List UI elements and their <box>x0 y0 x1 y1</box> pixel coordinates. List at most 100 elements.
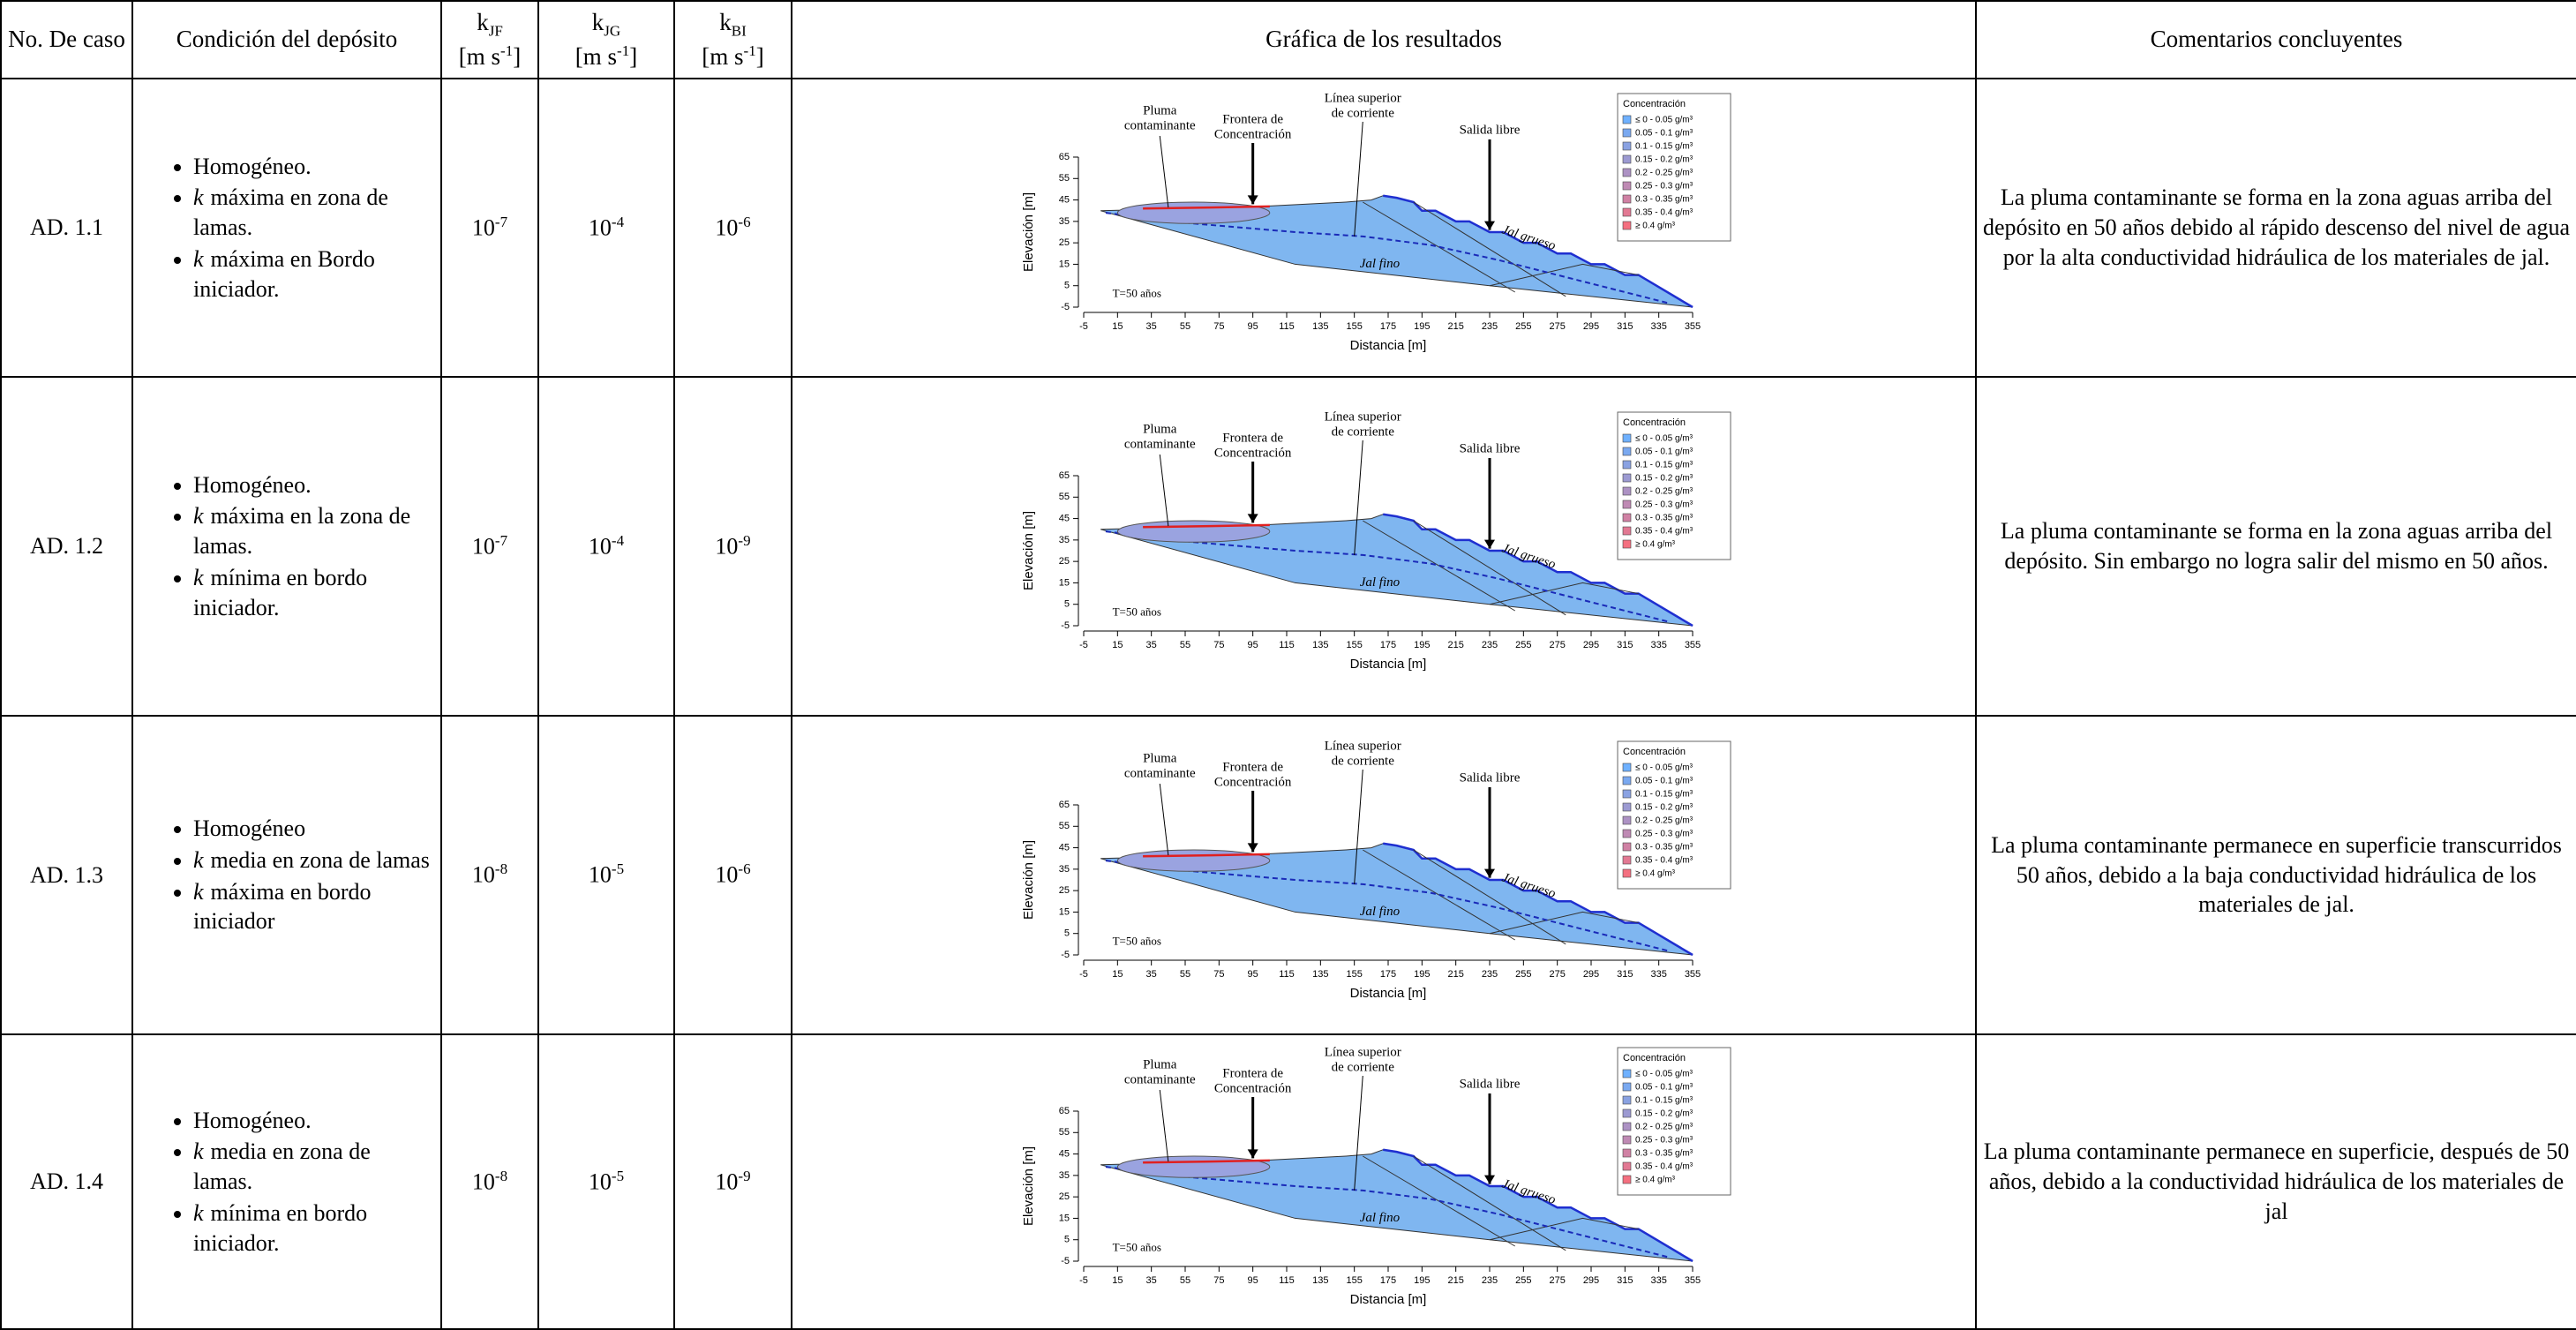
x-tick-label: 195 <box>1414 640 1430 650</box>
x-tick-label: 115 <box>1279 1275 1295 1286</box>
legend-item: 0.1 - 0.15 g/m³ <box>1635 789 1694 799</box>
k-symbol: k <box>193 184 204 210</box>
y-tick-label: 35 <box>1059 1170 1070 1181</box>
y-tick-label: 55 <box>1059 173 1070 184</box>
legend-item: ≥ 0.4 g/m³ <box>1635 1176 1676 1185</box>
legend-swatch <box>1623 816 1631 824</box>
header-comments: Comentarios concluyentes <box>1976 1 2576 79</box>
legend-swatch <box>1623 790 1631 798</box>
y-tick-label: 45 <box>1059 1148 1070 1159</box>
k-base: 10 <box>589 533 612 559</box>
k-base: 10 <box>715 1168 738 1194</box>
plume-label: Pluma <box>1143 422 1177 436</box>
y-tick-label: 25 <box>1059 237 1070 248</box>
condition-list: Homogéneo.kmáxima en la zona de lamas.km… <box>139 470 435 623</box>
x-tick-label: 75 <box>1213 968 1224 979</box>
x-tick-label: 335 <box>1650 1275 1666 1286</box>
legend-item: 0.15 - 0.2 g/m³ <box>1635 802 1694 812</box>
legend-swatch <box>1623 116 1631 124</box>
y-tick-label: -5 <box>1061 302 1070 312</box>
x-tick-label: 15 <box>1112 321 1123 332</box>
condition-item: kmáxima en zona de lamas. <box>193 183 435 243</box>
k-exponent: -4 <box>612 532 624 549</box>
k-exponent: -8 <box>495 860 507 877</box>
legend-swatch <box>1623 1109 1631 1117</box>
y-tick-label: -5 <box>1061 949 1070 959</box>
x-tick-label: 135 <box>1312 321 1328 332</box>
condition-item: kmedia en zona de lamas. <box>193 1137 435 1197</box>
legend-title: Concentración <box>1623 99 1686 109</box>
x-tick-label: 295 <box>1583 321 1599 332</box>
legend-swatch <box>1623 222 1631 229</box>
legend-item: 0.3 - 0.35 g/m³ <box>1635 514 1694 523</box>
y-tick-label: 65 <box>1059 152 1070 162</box>
arrow-head <box>1484 1176 1495 1184</box>
arrow-head <box>1248 1149 1258 1158</box>
results-table: No. De casoCondición del depósitokJF[m s… <box>0 0 2576 1330</box>
y-tick-label: 15 <box>1059 906 1070 917</box>
legend-swatch <box>1623 195 1631 203</box>
legend-swatch <box>1623 434 1631 442</box>
y-tick-label: -5 <box>1061 620 1070 631</box>
x-tick-label: 35 <box>1146 321 1157 332</box>
legend-item: 0.2 - 0.25 g/m³ <box>1635 815 1694 825</box>
k-value: 10-5 <box>538 1034 674 1329</box>
k-value: 10-6 <box>674 79 792 377</box>
x-tick-label: 215 <box>1447 1275 1463 1286</box>
x-tick-label: 355 <box>1685 321 1701 332</box>
y-tick-label: 25 <box>1059 556 1070 567</box>
arrow-head <box>1484 540 1495 549</box>
plume-label: contaminante <box>1124 1072 1196 1086</box>
header-case: No. De caso <box>1 1 132 79</box>
legend-item: 0.25 - 0.3 g/m³ <box>1635 182 1694 192</box>
y-tick-label: 15 <box>1059 1213 1070 1223</box>
unit: [m s <box>575 43 617 70</box>
comment: La pluma contaminante permanece en super… <box>1976 1034 2576 1329</box>
x-tick-label: -5 <box>1079 1275 1088 1286</box>
k-value: 10-5 <box>538 716 674 1034</box>
k-value: 10-7 <box>441 377 538 716</box>
k-value: 10-4 <box>538 377 674 716</box>
k-symbol: k <box>193 847 204 873</box>
k-base: 10 <box>472 862 495 888</box>
condition-item: kmedia en zona de lamas <box>193 845 435 875</box>
y-tick-label: 25 <box>1059 1191 1070 1202</box>
legend-swatch <box>1623 142 1631 150</box>
legend-swatch <box>1623 182 1631 190</box>
plume-zone <box>1117 202 1269 223</box>
flow-label: de corriente <box>1332 1060 1395 1074</box>
y-tick-label: 45 <box>1059 842 1070 853</box>
x-tick-label: 15 <box>1112 968 1123 979</box>
x-tick-label: 35 <box>1146 640 1157 650</box>
x-tick-label: 135 <box>1312 968 1328 979</box>
legend-item: 0.2 - 0.25 g/m³ <box>1635 1123 1694 1132</box>
k-base: 10 <box>472 533 495 559</box>
x-tick-label: 195 <box>1414 968 1430 979</box>
x-tick-label: 275 <box>1549 640 1565 650</box>
condition-list: Homogéneo.kmedia en zona de lamas.kmínim… <box>139 1106 435 1259</box>
graph-cell: -55152535455565-515355575951151351551751… <box>792 1034 1976 1329</box>
condition-item: Homogéneo. <box>193 470 435 500</box>
x-tick-label: 295 <box>1583 640 1599 650</box>
unit: [m s <box>459 43 500 70</box>
front-label: Frontera de <box>1222 1066 1283 1080</box>
x-tick-label: 355 <box>1685 1275 1701 1286</box>
condition-cell: Homogéneokmedia en zona de lamaskmáxima … <box>132 716 441 1034</box>
time-label: T=50 años <box>1113 286 1161 299</box>
y-tick-label: 5 <box>1064 599 1070 610</box>
x-tick-label: 335 <box>1650 640 1666 650</box>
flow-label: Línea superior <box>1325 739 1401 753</box>
legend-item: 0.15 - 0.2 g/m³ <box>1635 474 1694 484</box>
y-tick-label: 65 <box>1059 470 1070 481</box>
x-tick-label: 235 <box>1482 640 1498 650</box>
k-exponent: -5 <box>612 860 624 877</box>
y-tick-label: 5 <box>1064 281 1070 291</box>
x-tick-label: 275 <box>1549 321 1565 332</box>
case-id: AD. 1.2 <box>1 377 132 716</box>
y-tick-label: 45 <box>1059 513 1070 523</box>
legend-item: 0.35 - 0.4 g/m³ <box>1635 1162 1694 1172</box>
x-tick-label: 115 <box>1279 321 1295 332</box>
x-tick-label: 135 <box>1312 640 1328 650</box>
legend-swatch <box>1623 447 1631 455</box>
